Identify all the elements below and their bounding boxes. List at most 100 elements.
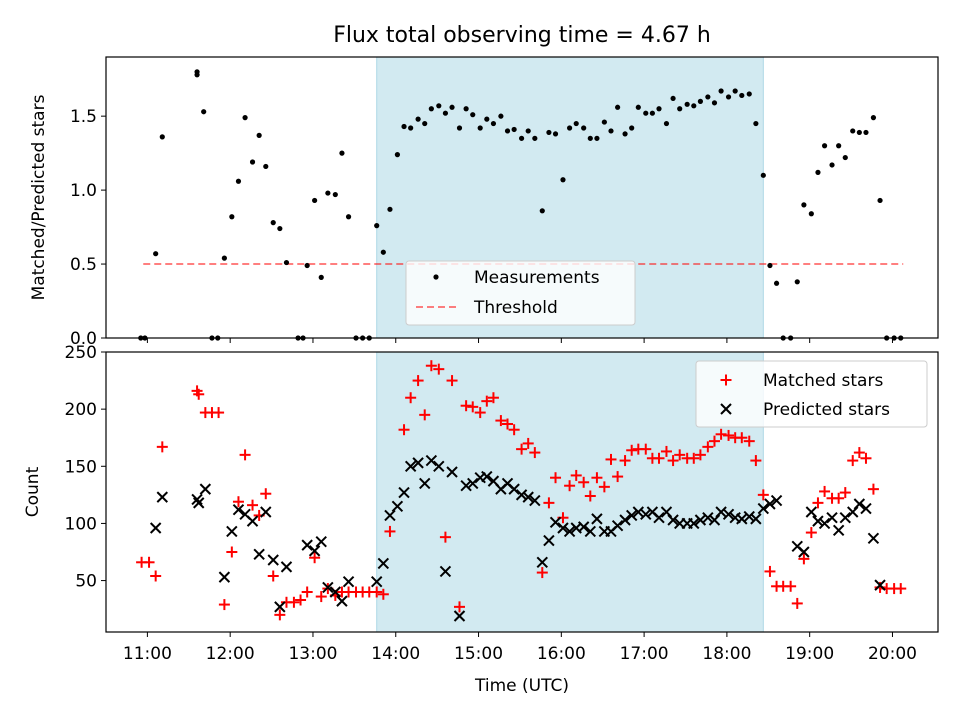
x-tick-label: 14:00: [371, 644, 420, 664]
measurement-point: [345, 214, 352, 220]
ratio-panel: 0.0 0.5 1.0 1.5 Matched/Predicted stars Mea…: [29, 56, 939, 349]
measurement-point: [684, 101, 690, 107]
matched-star-point: [193, 388, 205, 400]
predicted-star-point: [329, 586, 342, 598]
predicted-star-point: [404, 460, 417, 472]
matched-star-point: [612, 471, 624, 483]
matched-star-point: [653, 452, 665, 464]
predicted-star-point: [191, 493, 203, 506]
matched-star-point: [750, 455, 762, 467]
measurement-point: [277, 225, 283, 232]
measurement-point: [711, 100, 718, 106]
measurement-point: [546, 129, 552, 136]
measurements-legend-marker: [433, 274, 439, 280]
predicted-star-point: [549, 516, 562, 528]
matched-star-point: [301, 586, 313, 598]
matched-star-point: [226, 546, 238, 558]
predicted-star-point: [149, 522, 162, 534]
matched-star-point: [247, 499, 259, 511]
measurement-point: [484, 116, 490, 122]
measurement-point: [643, 110, 649, 116]
matched-star-point: [150, 570, 162, 582]
matched-star-point: [640, 443, 652, 455]
ratio-legend: Measurements Threshold: [405, 260, 636, 326]
predicted-star-point: [433, 460, 445, 472]
matched-star-point: [453, 601, 465, 613]
matched-star-point: [439, 531, 451, 543]
matched-star-point: [419, 409, 431, 421]
measurement-point: [304, 262, 310, 269]
predicted-star-point: [342, 576, 355, 588]
x-tick-label: 11:00: [123, 644, 172, 664]
measurement-point: [691, 103, 697, 109]
predicted-star-point: [563, 525, 576, 538]
measurement-point: [697, 98, 704, 104]
predicted-legend-cross: [720, 403, 732, 415]
measurement-point: [387, 206, 393, 212]
count-panel: 50 100 150 200 250 11:00 12:00 13:00 14:00 15:00…: [23, 343, 939, 696]
predicted-star-point: [156, 491, 169, 503]
predicted-star-point: [391, 500, 404, 512]
matched-star-point: [405, 392, 417, 404]
threshold-legend-label: Threshold: [473, 298, 558, 318]
predicted-star-point: [529, 494, 541, 507]
predicted-star-point: [371, 576, 383, 588]
predicted-star-point: [853, 498, 866, 510]
matched-star-point: [867, 483, 879, 495]
measurement-point: [635, 104, 641, 110]
count-legend-box: [695, 360, 928, 428]
matched-star-point: [536, 567, 548, 579]
matched-star-point: [412, 375, 424, 387]
matched-star-point: [377, 588, 389, 600]
predicted-star-point: [632, 506, 645, 518]
count-panel-frame: [105, 351, 939, 633]
predicted-star-point: [619, 514, 631, 526]
ratio-y-axis-label: Matched/Predicted stars: [29, 94, 49, 300]
predicted-star-point: [419, 477, 431, 490]
predicted-star-point: [770, 494, 783, 507]
measurement-point: [312, 197, 318, 204]
measurement-point: [836, 143, 842, 149]
matched-star-point: [702, 441, 714, 453]
measurement-point: [221, 255, 227, 261]
measurement-point: [567, 125, 573, 131]
matched-star-point: [550, 472, 562, 484]
measurement-point: [229, 214, 235, 220]
predicted-star-point: [425, 454, 438, 467]
predicted-star-point: [301, 539, 313, 551]
measurement-point: [539, 208, 545, 214]
measurement-point: [663, 120, 670, 127]
measurement-point: [332, 191, 338, 198]
matched-star-point: [812, 497, 824, 509]
predicted-star-point: [336, 595, 348, 607]
matched-star-point: [309, 552, 321, 564]
measurement-point: [821, 143, 828, 149]
measurement-point: [601, 119, 607, 125]
matched-star-point: [564, 480, 576, 492]
matched-star-point: [446, 375, 458, 387]
measurement-point: [622, 131, 628, 137]
ratio-x-ticks: [146, 338, 893, 343]
matched-star-point: [481, 395, 493, 407]
measurement-point: [718, 88, 724, 94]
predicted-star-point: [805, 506, 818, 518]
predicted-star-point: [398, 486, 410, 499]
predicted-star-point: [446, 466, 458, 478]
measurement-point: [746, 91, 752, 97]
measurement-point: [863, 129, 869, 136]
matched-star-point: [798, 553, 810, 565]
matched-star-point: [723, 429, 735, 441]
predicted-star-point: [750, 513, 762, 525]
x-tick-label: 19:00: [785, 644, 834, 664]
measurement-point: [760, 172, 766, 178]
matched-star-point: [674, 449, 686, 461]
measurement-point: [829, 162, 835, 168]
matched-star-point: [522, 437, 534, 449]
predicted-star-point: [584, 525, 597, 538]
measurement-point: [263, 163, 269, 170]
measurement-points: [138, 69, 904, 341]
predicted-star-point: [384, 509, 396, 522]
ratio-legend-box: [405, 260, 636, 326]
ratio-panel-frame: [105, 56, 939, 339]
predicted-star-point: [715, 506, 727, 518]
